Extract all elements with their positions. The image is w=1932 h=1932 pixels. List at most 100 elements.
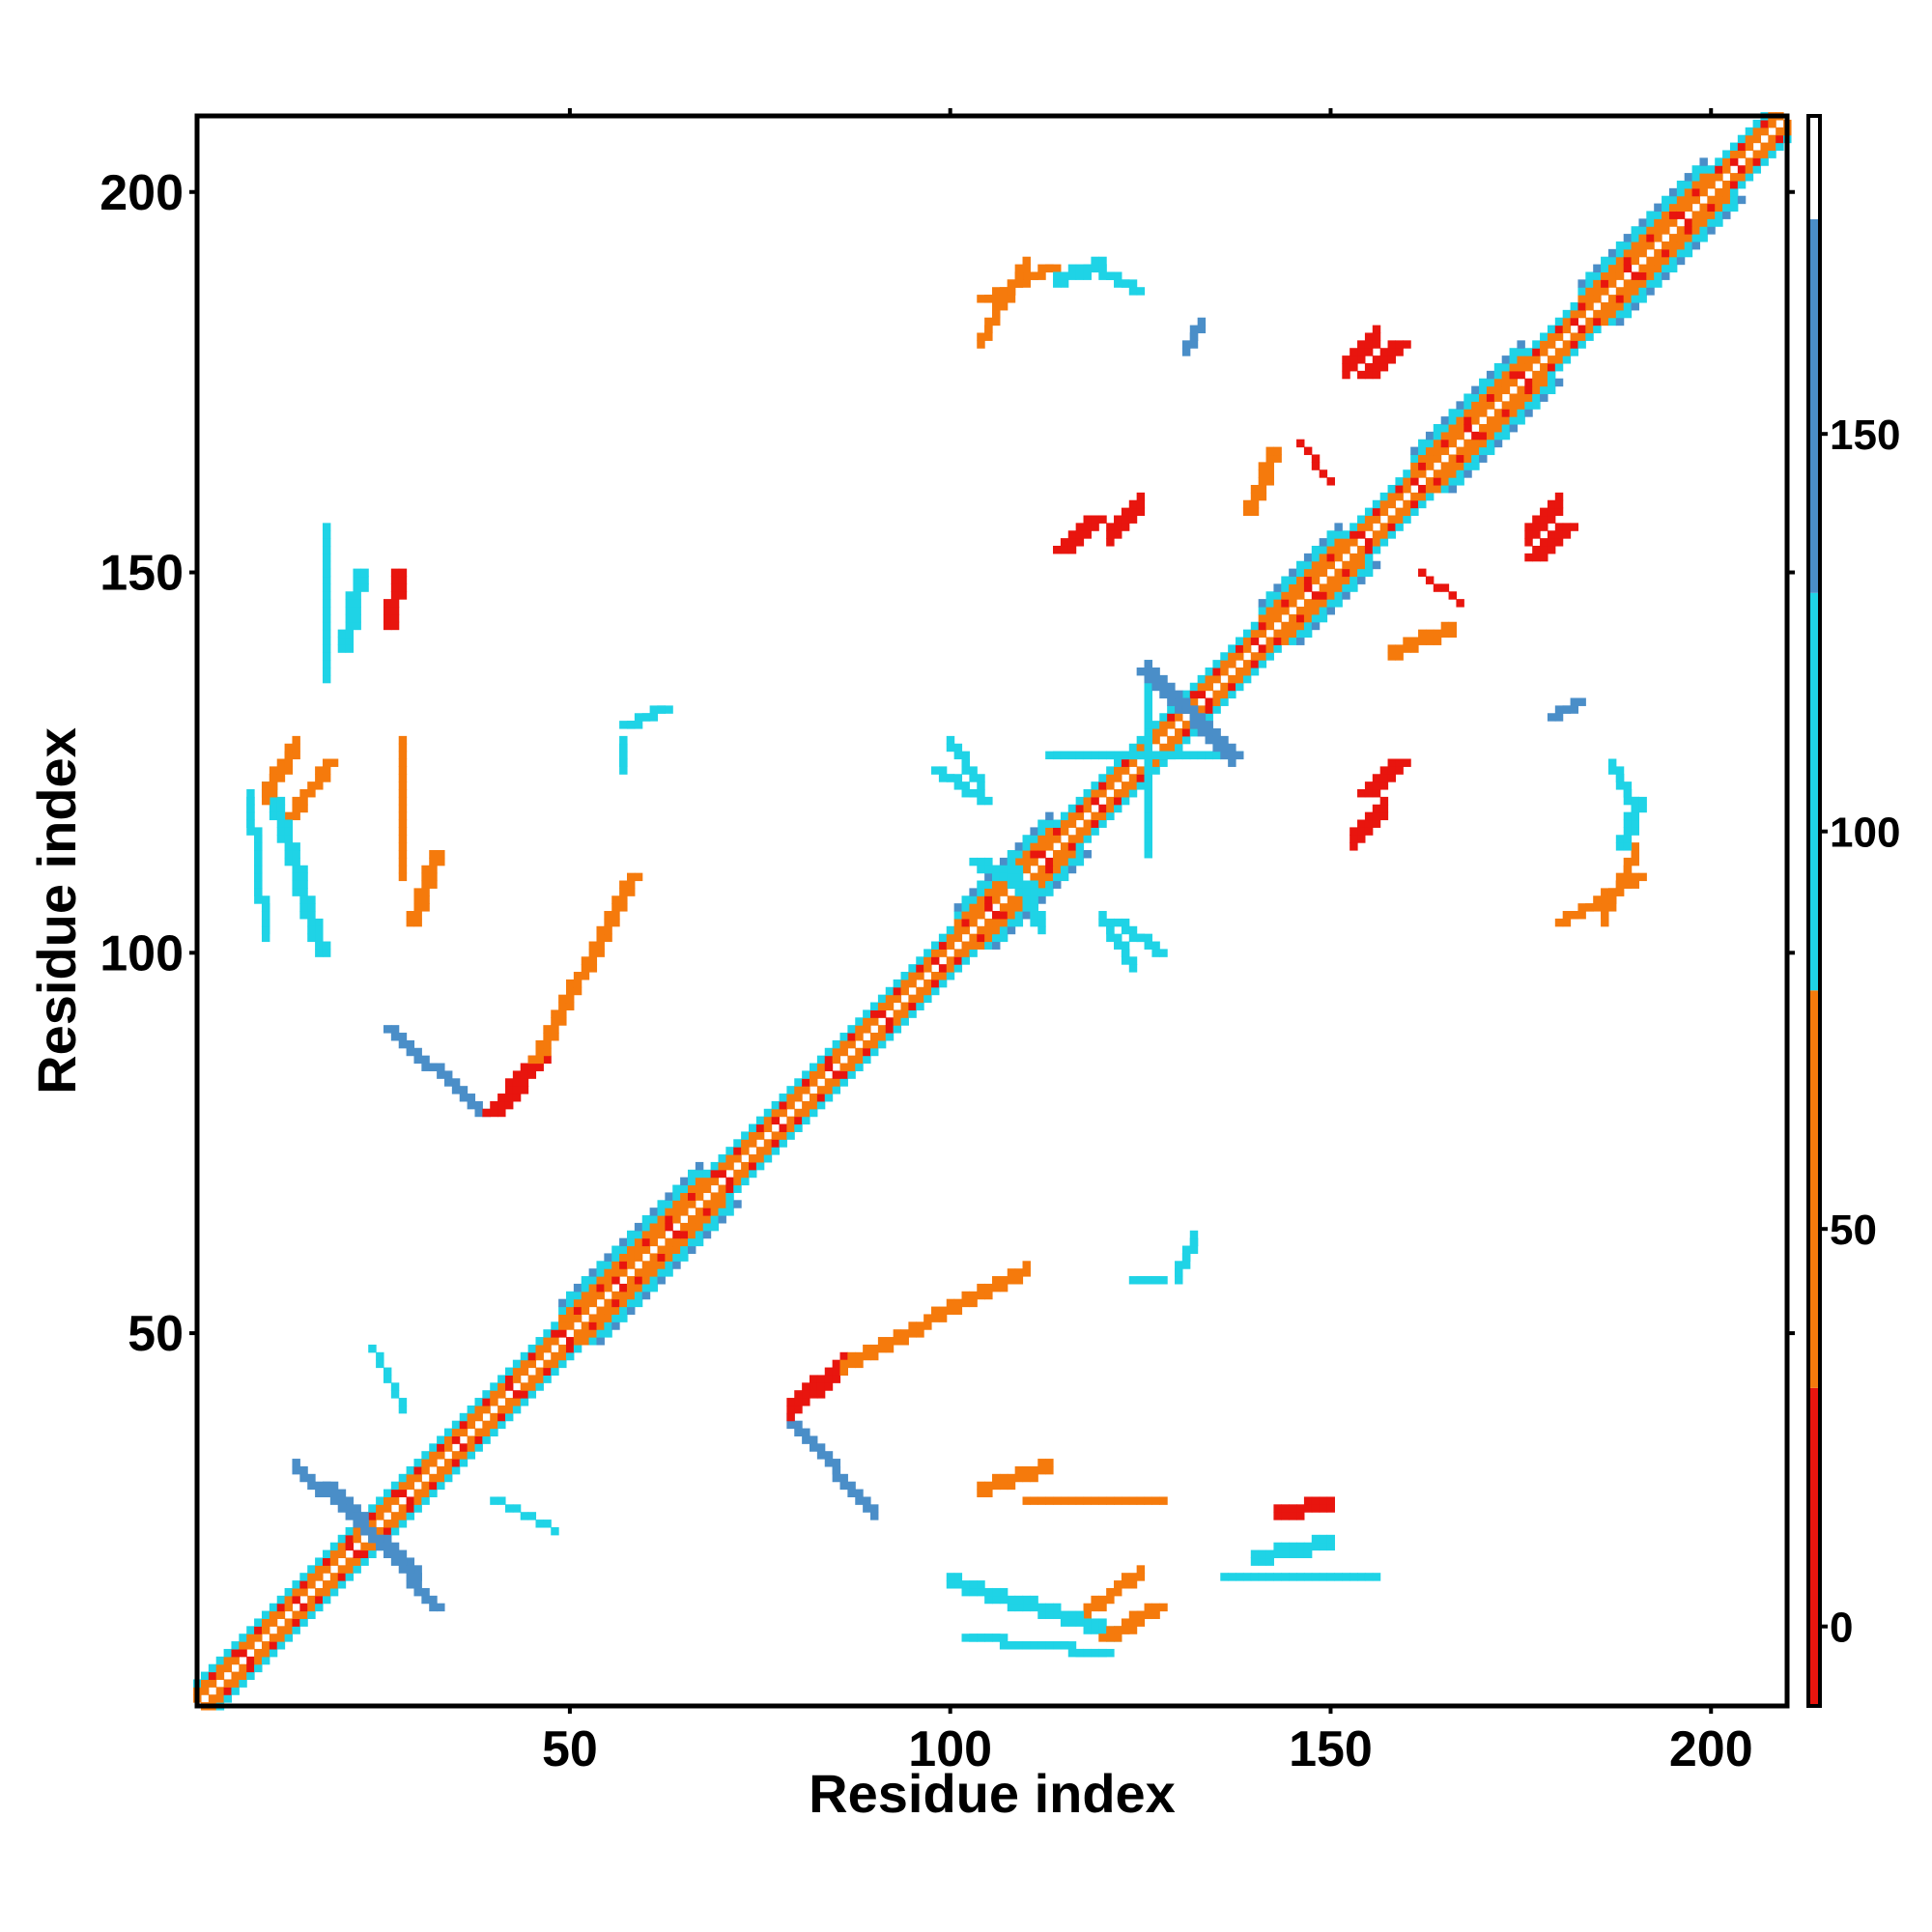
contact-cell-red-27-146 <box>398 576 408 584</box>
diagonal-contact-cell <box>931 979 940 988</box>
diagonal-contact-cell <box>953 964 963 973</box>
contact-cell-cyan-126-57 <box>1128 1276 1138 1285</box>
diagonal-contact-cell <box>893 986 902 996</box>
contact-cell-antiparallel-28-88 <box>390 1033 400 1041</box>
diagonal-contact-cell <box>779 1100 787 1110</box>
contact-cell-parallel-40-82 <box>482 1108 491 1118</box>
diagonal-contact-cell <box>687 1192 696 1201</box>
contact-cell-orange-108-188 <box>1623 872 1633 882</box>
diagonal-contact-cell <box>626 1245 636 1254</box>
diagonal-contact-cell <box>482 1398 491 1406</box>
contact-cell-antiparallel-hairpin-20 <box>429 1595 438 1605</box>
diagonal-contact-cell <box>543 1367 552 1376</box>
contact-cell-parallel-155-122 <box>1121 523 1130 531</box>
diagonal-contact-cell <box>1364 538 1374 547</box>
diagonal-contact-cell <box>1440 446 1450 456</box>
diagonal-contact-cell <box>1532 348 1541 356</box>
contact-cell-cyan-15-110 <box>284 850 294 859</box>
diagonal-contact-cell <box>1167 713 1176 722</box>
contact-cell-parallel-50-100 <box>1007 1276 1016 1285</box>
contact-cell-cyan-189-117 <box>1631 819 1640 828</box>
diagonal-contact-cell <box>1410 477 1419 486</box>
contact-cell-cyan-125-130 <box>1144 796 1152 806</box>
contact-cell-cyan-15-110 <box>984 1587 993 1597</box>
diagonal-contact-cell <box>885 1025 895 1034</box>
contact-cell-blue-181-132 <box>1577 697 1586 706</box>
contact-cell-cyan-15-110 <box>322 949 331 957</box>
diagonal-contact-cell <box>1737 165 1747 174</box>
contact-cell-cyan-125-130 <box>1144 781 1152 790</box>
diagonal-contact-cell <box>1707 211 1716 219</box>
diagonal-contact-cell <box>900 1009 909 1018</box>
contact-cell-antiparallel-hairpin-20 <box>413 1587 422 1597</box>
contact-cell-red-27-146 <box>1311 1496 1321 1505</box>
contact-cell-cyan-45-26 <box>535 1520 544 1528</box>
diagonal-contact-cell <box>1364 523 1374 531</box>
contact-cell-orange-140-160 <box>1440 629 1450 639</box>
diagonal-contact-cell <box>1646 218 1655 227</box>
diagonal-contact-cell <box>1768 119 1776 128</box>
diagonal-contact-cell <box>497 1412 506 1422</box>
diagonal-contact-cell <box>634 1245 643 1254</box>
contact-cell-antiparallel-28-88 <box>413 1047 422 1057</box>
diagonal-contact-cell <box>1676 180 1686 189</box>
contact-cell-parallel-155-122 <box>1379 766 1389 775</box>
diagonal-contact-cell <box>748 1123 757 1132</box>
diagonal-contact-cell <box>1486 370 1495 380</box>
diagonal-contact-cell <box>946 964 955 973</box>
diagonal-contact-cell <box>1007 903 1016 912</box>
diagonal-contact-cell <box>1189 682 1199 692</box>
contact-cell-parallel-50-100 <box>588 941 598 950</box>
diagonal-contact-cell <box>641 1291 651 1300</box>
contact-cell-antiparallel-hairpin-20 <box>376 1534 384 1544</box>
contact-cell-cyan-125-130 <box>1144 811 1152 821</box>
diagonal-contact-cell <box>1554 378 1564 387</box>
diagonal-contact-cell <box>1638 241 1647 250</box>
diagonal-contact-cell <box>695 1169 704 1179</box>
diagonal-contact-cell <box>672 1245 681 1254</box>
diagonal-contact-cell <box>231 1656 240 1665</box>
diagonal-contact-cell <box>1303 560 1313 570</box>
diagonal-contact-cell <box>246 1626 255 1634</box>
contact-cell-parallel-155-178 <box>1387 340 1396 349</box>
diagonal-contact-cell <box>1479 409 1488 417</box>
diagonal-contact-cell <box>1532 355 1541 364</box>
contact-cell-red-27-146 <box>1303 1496 1313 1505</box>
contact-cell-cyan-row-18 <box>1236 1573 1244 1581</box>
contact-cell-cyan-15-110 <box>1022 1595 1031 1605</box>
diagonal-contact-cell <box>1547 325 1556 334</box>
diagonal-contact-cell <box>1570 309 1579 319</box>
diagonal-contact-cell <box>1083 796 1092 806</box>
diagonal-contact-cell <box>1463 454 1472 463</box>
contact-cell-parallel-155-178 <box>1554 492 1564 501</box>
diagonal-contact-cell <box>665 1200 673 1208</box>
contact-cell-antiparallel-28-88 <box>398 1033 408 1041</box>
contact-cell-cyan-20-145 <box>345 599 355 608</box>
contact-cell-red-148-165 <box>1319 469 1328 478</box>
contact-cell-parallel-115-155 <box>1075 538 1085 547</box>
contact-cell-cyan-15-110 <box>1045 1610 1054 1620</box>
diagonal-contact-cell <box>1524 348 1533 356</box>
contact-cell-orange-30-108 <box>984 1481 993 1491</box>
contact-cell-cyan-100-122 <box>1121 949 1130 957</box>
diagonal-contact-cell <box>1638 226 1647 235</box>
diagonal-contact-cell <box>337 1573 347 1581</box>
contact-cell-orange-row-11 <box>261 789 270 798</box>
diagonal-contact-cell <box>885 994 895 1004</box>
diagonal-contact-cell <box>718 1192 726 1201</box>
diagonal-contact-cell <box>1471 385 1480 395</box>
diagonal-contact-cell <box>672 1200 681 1208</box>
diagonal-contact-cell <box>1691 180 1701 189</box>
contact-cell-cyan-15-110 <box>315 933 324 943</box>
diagonal-contact-cell <box>376 1504 384 1513</box>
diagonal-contact-cell <box>299 1580 308 1589</box>
diagonal-contact-cell <box>619 1268 628 1277</box>
diagonal-contact-cell <box>345 1573 355 1581</box>
diagonal-contact-cell <box>1554 332 1564 341</box>
contact-cell-cyan-15-110 <box>1091 1618 1099 1627</box>
diagonal-contact-cell <box>1707 203 1716 213</box>
contact-cell-cyan-125-130 <box>1181 751 1191 760</box>
contact-cell-parallel-50-100 <box>1022 1261 1031 1269</box>
diagonal-contact-cell <box>504 1405 514 1414</box>
